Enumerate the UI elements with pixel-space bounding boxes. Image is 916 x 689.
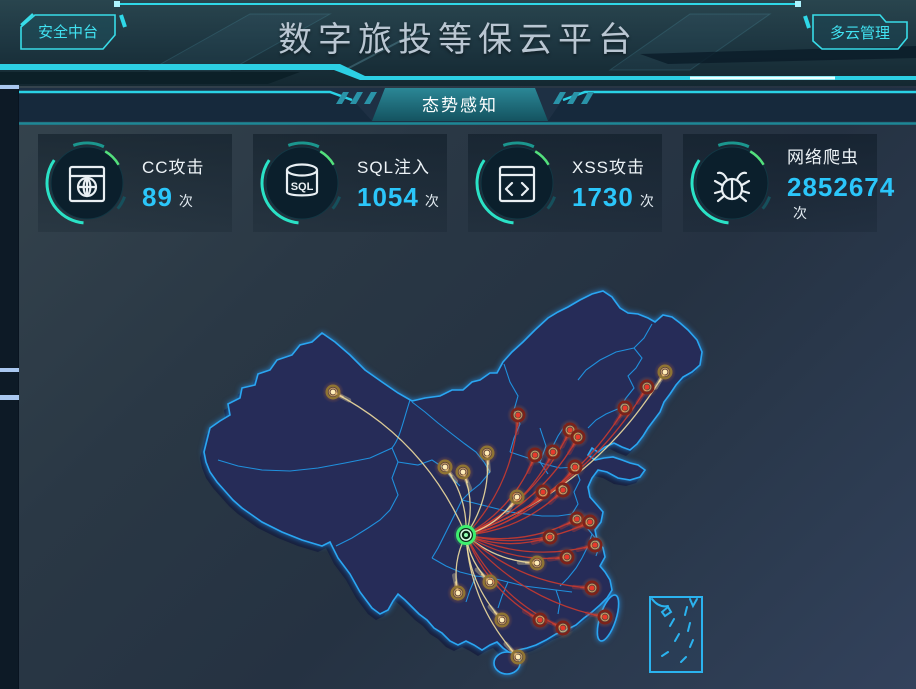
stat-value: 1730 [572, 182, 634, 212]
tab-slashes-left [336, 92, 377, 104]
tab-band: 态势感知 [19, 88, 916, 125]
multicloud-label: 多云管理 [830, 25, 890, 42]
attack-line [465, 534, 596, 553]
page-title: 数字旅投等保云平台 [278, 21, 638, 59]
stat-card-sql-injection: SQL SQL注入 1054 次 [253, 134, 447, 232]
attack-line [332, 391, 467, 536]
attack-map-panel [0, 230, 916, 689]
attack-line [465, 534, 519, 658]
browser-globe-icon [45, 141, 129, 225]
tab-slashes-right [553, 92, 594, 104]
stat-unit: 次 [793, 205, 807, 221]
bug-icon [690, 141, 774, 225]
stat-label: XSS攻击 [572, 158, 646, 177]
attack-line [465, 534, 593, 589]
attack-layer [322, 361, 676, 668]
stat-label: SQL注入 [357, 158, 431, 177]
attack-line [465, 534, 606, 618]
security-platform-button[interactable]: 安全中台 [18, 13, 118, 51]
strip-bar [0, 395, 19, 400]
tab-label: 态势感知 [422, 96, 498, 115]
stat-card-xss-attack: XSS攻击 1730 次 [468, 134, 662, 232]
stat-value: 2852674 [787, 172, 896, 202]
stat-card-cc-attack: CC攻击 89 次 [38, 134, 232, 232]
svg-text:SQL: SQL [291, 181, 314, 193]
south-china-sea-inset [649, 596, 703, 673]
china-map[interactable] [0, 230, 916, 689]
multicloud-button[interactable]: 多云管理 [810, 13, 910, 51]
strip-bar [0, 85, 19, 89]
stat-value: 1054 [357, 182, 419, 212]
database-sql-icon: SQL [260, 141, 344, 225]
tab-situation-awareness[interactable] [372, 88, 548, 121]
attack-line [465, 414, 519, 536]
stat-label: CC攻击 [142, 158, 205, 177]
stats-row: CC攻击 89 次 SQL SQL注入 1054 次 [19, 134, 916, 232]
code-window-icon [475, 141, 559, 225]
header-decoration [0, 1, 916, 84]
stat-label: 网络爬虫 [787, 148, 859, 167]
strip-bar [0, 368, 19, 372]
stat-unit: 次 [178, 193, 193, 209]
header: 数字旅投等保云平台 安全中台 多云管理 [0, 0, 916, 86]
stat-card-web-crawler: 网络爬虫 2852674 次 [683, 134, 894, 232]
left-edge-strip [0, 85, 19, 689]
stat-unit: 次 [424, 193, 439, 209]
security-platform-label: 安全中台 [38, 23, 98, 41]
stat-value: 89 [142, 182, 173, 212]
stat-unit: 次 [639, 193, 654, 209]
